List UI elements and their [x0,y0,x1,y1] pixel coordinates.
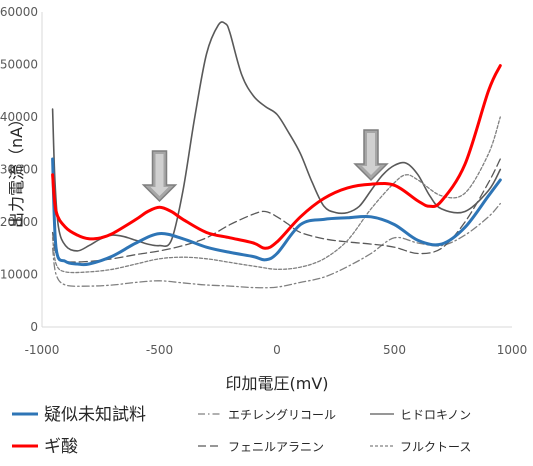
y-tick-label: 20000 [0,215,38,229]
down-arrow-annotation-highlight [362,133,380,175]
y-tick-label: 40000 [0,110,38,124]
x-tick-label: 500 [383,343,406,357]
y-tick-labels: 0 10000 20000 30000 40000 50000 60000 [0,5,38,334]
x-tick-labels: -1000 -500 0 500 1000 [25,343,528,357]
x-tick-label: -500 [146,343,173,357]
y-tick-label: 0 [30,320,38,334]
y-tick-label: 10000 [0,268,38,282]
y-tick-label: 60000 [0,5,38,19]
legend-label-5: フルクトース [400,440,471,454]
series-line-1 [51,64,502,250]
x-axis-title: 印加電圧(mV) [225,374,328,393]
annotation-layer [141,129,389,203]
y-tick-label: 50000 [0,58,38,72]
series-line-0 [51,157,502,267]
legend-label-3: フェニルアラニン [228,440,324,454]
series-line-3 [51,158,501,263]
series-line-2 [51,202,501,289]
x-tick-label: -1000 [25,343,60,357]
x-tick-label: 0 [273,343,281,357]
legend-label-0: 疑似未知試料 [44,405,146,425]
series-layer [51,21,502,289]
x-tick-label: 1000 [497,343,528,357]
legend-label-1: ギ酸 [44,437,78,457]
y-tick-label: 30000 [0,163,38,177]
series-line-5 [51,116,501,274]
y-axis-title: 出力電流（nA） [7,111,26,228]
legend-label-4: ヒドロキノン [400,408,471,422]
legend-label-2: エチレングリコール [228,408,336,422]
down-arrow-annotation-highlight [150,154,169,196]
